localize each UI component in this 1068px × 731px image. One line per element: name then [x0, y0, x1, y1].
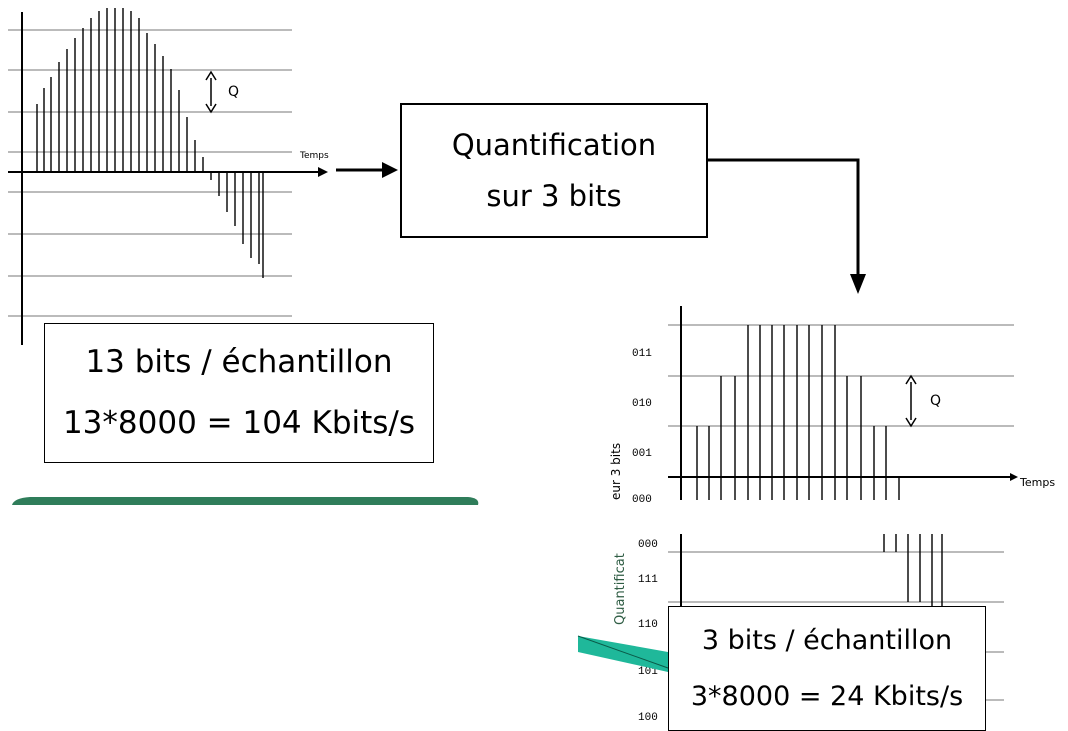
right-level-000-b: 000 [638, 539, 658, 551]
green-bar [12, 497, 479, 505]
quantifier-title: Quantification [451, 128, 657, 163]
right-level-111: 111 [638, 574, 658, 586]
left-step-q-arrow [205, 70, 217, 114]
right-side-label-top: eur 3 bits [609, 443, 623, 500]
right-level-110: 110 [638, 619, 658, 631]
left-step-label: Q [228, 84, 239, 100]
right-level-101: 101 [638, 666, 658, 678]
left-info-bits: 13 bits / échantillon [85, 344, 393, 381]
arrow-from-quantifier [708, 158, 866, 294]
right-level-011: 011 [632, 348, 652, 360]
right-plot-top [640, 300, 1068, 500]
left-info-rate: 13*8000 = 104 Kbits/s [62, 405, 416, 441]
arrow-to-quantifier [336, 162, 398, 178]
left-time-label: Temps [299, 151, 329, 161]
quantifier-subtitle: sur 3 bits [486, 178, 622, 213]
right-step-q-arrow [905, 374, 917, 428]
right-plot-samples [696, 325, 900, 500]
right-level-000: 000 [632, 494, 652, 506]
right-plot-gridlines [668, 324, 1014, 427]
right-side-label: Quantificat [613, 553, 628, 625]
left-plot-samples [36, 8, 264, 278]
right-level-001: 001 [632, 448, 652, 460]
left-time-arrowhead [318, 167, 328, 177]
left-info-box: 13 bits / échantillon 13*8000 = 104 Kbit… [44, 323, 434, 463]
quantifier-box: Quantification sur 3 bits [400, 103, 708, 238]
teal-callout-pointer [578, 636, 668, 672]
left-plot-gridlines [8, 29, 292, 317]
right-info-bits: 3 bits / échantillon [701, 624, 953, 656]
right-time-label: Temps [1019, 476, 1055, 489]
right-level-100: 100 [638, 712, 658, 724]
right-info-rate: 3*8000 = 24 Kbits/s [690, 680, 964, 712]
right-level-010: 010 [632, 398, 652, 410]
right-step-label: Q [930, 393, 941, 409]
left-plot [8, 8, 328, 345]
right-info-box: 3 bits / échantillon 3*8000 = 24 Kbits/s [668, 606, 986, 731]
